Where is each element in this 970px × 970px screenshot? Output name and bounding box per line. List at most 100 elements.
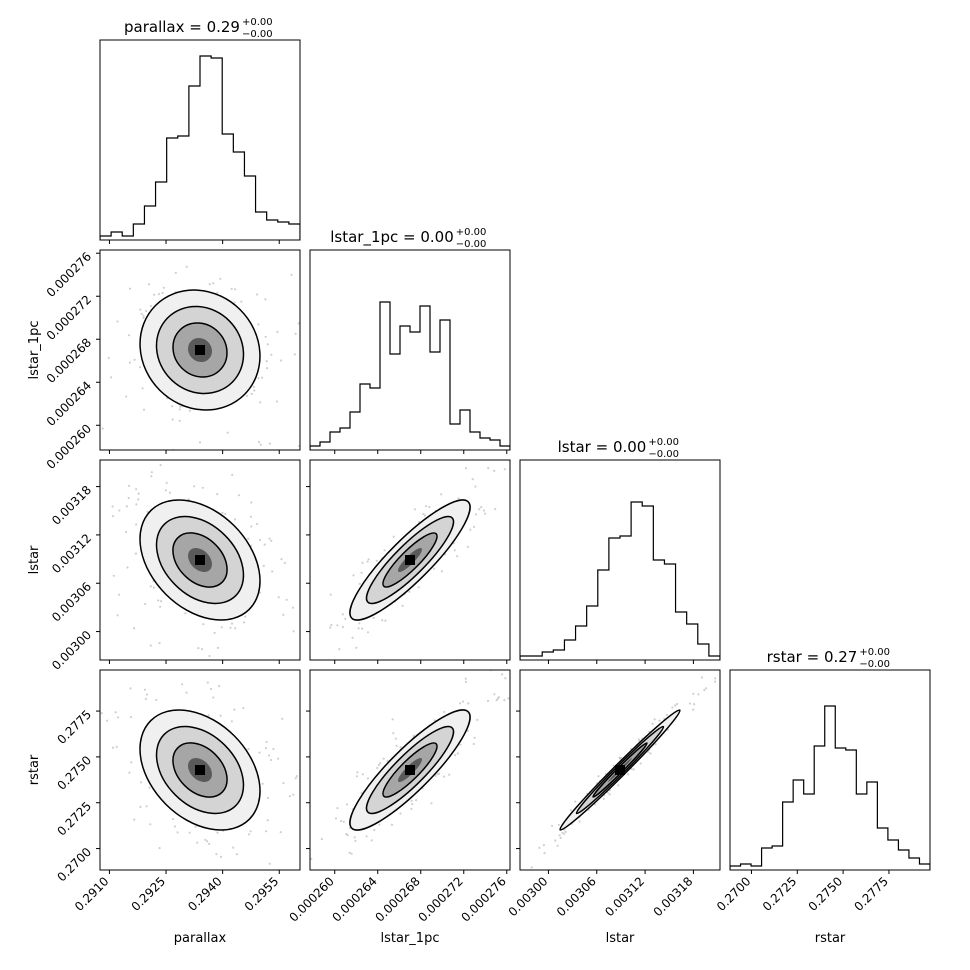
panel-title-text: parallax = 0.29: [124, 18, 240, 36]
sample-point: [218, 685, 221, 688]
sample-point: [111, 746, 115, 749]
sample-point: [675, 702, 679, 706]
sample-point: [559, 836, 562, 840]
sample-point: [126, 566, 129, 569]
sample-point: [125, 395, 128, 398]
sample-point: [459, 743, 462, 746]
sample-point: [392, 732, 395, 735]
sample-point: [268, 754, 271, 757]
sample-point: [116, 320, 119, 323]
sample-point: [564, 830, 567, 834]
sample-point: [442, 775, 445, 778]
sample-point: [282, 782, 285, 785]
sample-point: [172, 817, 175, 821]
x-tick-label: 0.2725: [760, 874, 800, 914]
sample-point: [142, 316, 145, 319]
sample-point: [370, 839, 373, 842]
sample-point: [266, 796, 269, 800]
sample-point: [344, 617, 347, 620]
panel-title-rstar: rstar = 0.27 +0.00−0.00: [767, 647, 890, 670]
sample-point: [83, 750, 85, 752]
sample-point: [208, 283, 211, 286]
sample-point: [329, 626, 332, 629]
sample-point: [340, 819, 343, 823]
y-tick-label: 0.2700: [55, 845, 95, 885]
sample-point: [366, 560, 369, 563]
sample-point: [700, 676, 704, 679]
sample-point: [118, 509, 121, 512]
sample-point: [302, 662, 304, 664]
sample-point: [90, 597, 92, 599]
sample-point: [378, 823, 381, 826]
x-tick-label: 0.000272: [415, 874, 465, 924]
sample-point: [221, 511, 224, 514]
x-tick-label: 0.00306: [554, 874, 599, 919]
sample-point: [569, 809, 573, 812]
sample-point: [330, 624, 333, 627]
sample-point: [272, 747, 275, 751]
sample-point: [384, 619, 387, 622]
sample-point: [392, 535, 395, 538]
sample-point: [112, 574, 115, 577]
sample-point: [127, 496, 130, 500]
sample-point: [346, 834, 349, 837]
sample-point: [188, 831, 191, 834]
x-tick-label: 0.000260: [286, 874, 336, 924]
sample-point: [561, 831, 564, 834]
sample-point: [230, 287, 233, 290]
panel-title-upper-error: +0.00: [242, 17, 273, 28]
sample-point: [231, 473, 234, 476]
sample-point: [361, 773, 364, 776]
sample-point: [651, 722, 654, 725]
sample-point: [206, 681, 209, 684]
sample-point: [292, 793, 295, 796]
sample-point: [247, 747, 250, 751]
panel-title-upper-error: +0.00: [648, 437, 679, 448]
sample-point: [288, 795, 291, 798]
sample-point: [459, 702, 462, 705]
sample-point: [475, 513, 478, 516]
y-tick-label: 0.00318: [49, 483, 94, 528]
sample-point: [140, 781, 143, 784]
sample-point: [503, 468, 506, 471]
panel-title-upper-error: +0.00: [859, 647, 890, 658]
y-tick-label: 0.2725: [55, 799, 95, 839]
panel-title-text: rstar = 0.27: [767, 648, 858, 666]
sample-point: [142, 644, 144, 646]
sample-point: [184, 612, 187, 615]
sample-point: [478, 508, 481, 511]
x-tick-label: 0.2925: [129, 874, 169, 914]
panel-0-0: parallax = 0.29 +0.00−0.00: [99, 17, 301, 244]
sample-point: [210, 687, 213, 691]
sample-point: [145, 805, 148, 808]
sample-point: [135, 523, 138, 526]
sample-point: [144, 697, 147, 701]
sample-point: [608, 793, 611, 796]
sample-point: [165, 481, 168, 484]
sample-point: [285, 598, 288, 601]
sample-point: [164, 489, 167, 492]
x-tick-label: 0.000276: [459, 874, 509, 924]
x-tick-label: 0.000268: [372, 874, 422, 924]
sample-point: [578, 820, 581, 823]
sample-point: [258, 751, 261, 754]
sample-point: [144, 602, 147, 606]
sample-point: [277, 757, 280, 760]
sample-point: [266, 343, 269, 346]
x-axis-label-lstar_1pc: lstar_1pc: [381, 931, 440, 946]
sample-point: [348, 851, 351, 855]
sample-point: [233, 288, 237, 291]
sample-point: [375, 559, 378, 562]
sample-point: [162, 453, 164, 455]
sample-point: [352, 574, 355, 577]
density-peak-marker: [405, 555, 415, 565]
sample-point: [653, 718, 656, 721]
sample-point: [658, 719, 661, 722]
sample-point: [282, 613, 285, 617]
sample-point: [101, 427, 104, 430]
sample-point: [107, 356, 110, 359]
sample-point: [171, 418, 174, 421]
sample-point: [141, 387, 144, 390]
panel-3-1: 0.0002600.0002640.0002680.0002720.000276…: [286, 669, 511, 946]
